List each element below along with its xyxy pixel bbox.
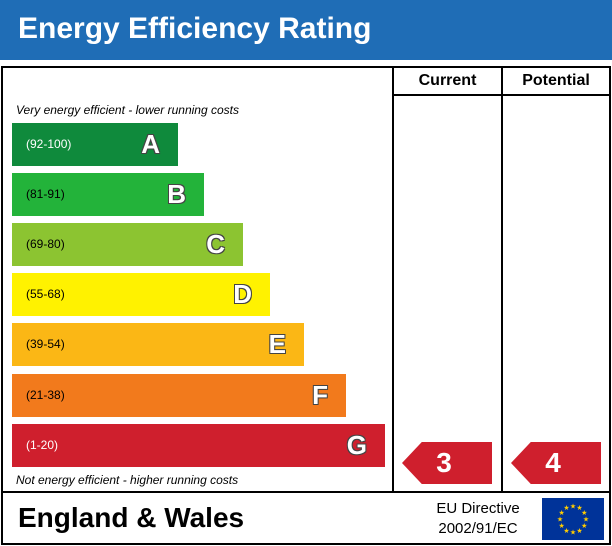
eu-star: ★ [576, 527, 582, 535]
directive-line-1: EU Directive [436, 500, 520, 517]
current-rating-arrow: 3 [402, 442, 492, 484]
eu-star: ★ [583, 516, 589, 524]
band-letter: E [268, 329, 286, 359]
page-title: Energy Efficiency Rating [18, 12, 372, 45]
divider-header [392, 94, 611, 96]
eu-stars-icon: ★ ★★★★★★★★★★★ [557, 503, 589, 537]
band-g: (1-20) G [12, 424, 385, 467]
band-letter: B [167, 179, 186, 209]
eu-star: ★ [576, 504, 582, 512]
band-range: (92-100) [26, 137, 72, 151]
band-b: (81-91) B [12, 173, 204, 216]
eu-star: ★ [557, 516, 563, 524]
divider-footer [1, 491, 611, 493]
potential-rating-value: 4 [545, 447, 561, 478]
directive-line-2: 2002/91/EC [438, 520, 518, 537]
eu-star: ★ [563, 527, 569, 535]
band-range: (1-20) [26, 438, 59, 452]
band-letter: G [346, 430, 367, 460]
band-e: (39-54) E [12, 323, 304, 366]
rating-frame [1, 66, 611, 545]
band-range: (21-38) [26, 388, 65, 402]
band-letter: D [233, 279, 252, 309]
band-range: (69-80) [26, 237, 65, 251]
eu-star: ★ [581, 509, 587, 517]
band-f: (21-38) F [12, 374, 346, 417]
current-column-header: Current [418, 72, 477, 89]
eu-star: ★ [570, 503, 576, 511]
band-d: (55-68) D [12, 273, 270, 316]
potential-rating-arrow: 4 [511, 442, 601, 484]
eu-star: ★ [570, 529, 576, 537]
band-range: (81-91) [26, 187, 65, 201]
band-letter: A [141, 129, 160, 159]
potential-column-header: Potential [522, 72, 590, 89]
efficient-note: Very energy efficient - lower running co… [16, 103, 239, 117]
current-rating-value: 3 [436, 447, 452, 478]
eu-star: ★ [563, 504, 569, 512]
band-c: (69-80) C [12, 223, 243, 266]
band-letter: F [312, 380, 328, 410]
eu-flag-icon: ★ ★ ★ ★ ★ ★ ★ ★ ★ ★ ★ ★ [542, 498, 604, 540]
header-banner: Energy Efficiency Rating [0, 0, 612, 60]
eu-star: ★ [559, 509, 565, 517]
band-letter: C [206, 229, 225, 259]
divider-potential-left [501, 66, 503, 492]
eu-star: ★ [559, 522, 565, 530]
band-a: (92-100) A [12, 123, 178, 166]
eu-star: ★ [581, 522, 587, 530]
band-range: (55-68) [26, 287, 65, 301]
inefficient-note: Not energy efficient - higher running co… [16, 473, 239, 487]
region-label: England & Wales [18, 502, 245, 533]
divider-current-left [392, 66, 394, 492]
band-range: (39-54) [26, 337, 65, 351]
